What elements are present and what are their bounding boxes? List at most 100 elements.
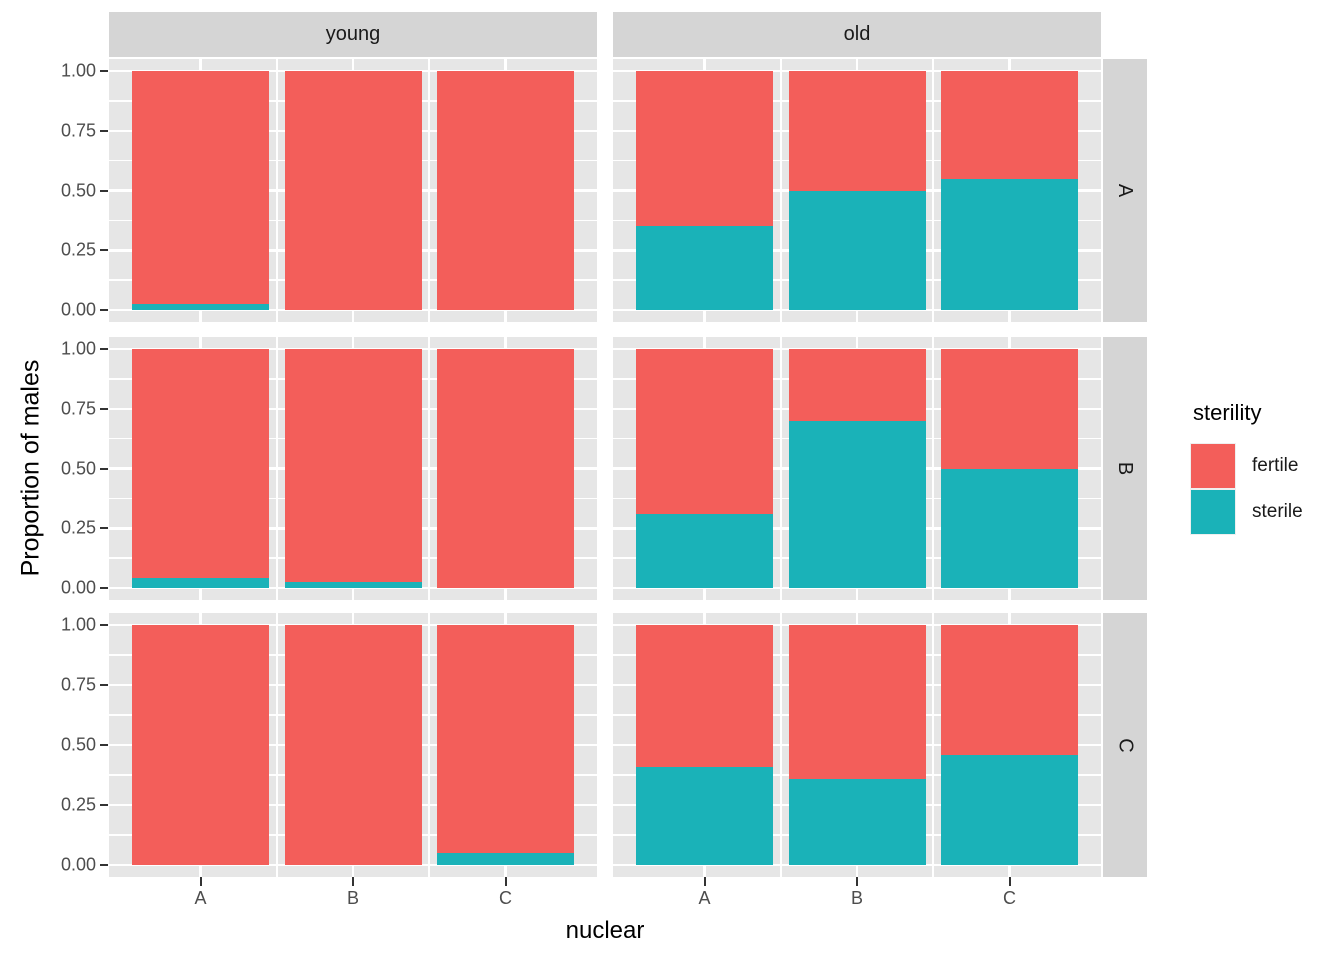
y-tick-mark [100, 348, 108, 350]
x-tick-mark [703, 877, 706, 886]
y-tick-mark [100, 587, 108, 589]
bar-segment-fertile [636, 349, 773, 514]
bar-segment-sterile [788, 420, 926, 588]
y-tick-mark [100, 70, 108, 72]
y-tick-mark [100, 804, 108, 806]
bar-young-A-B [284, 71, 422, 310]
y-tick-label: 0.25 [60, 239, 96, 260]
bar-segment-sterile [132, 578, 269, 588]
y-tick-label: 0.75 [60, 674, 96, 695]
bar-segment-fertile [788, 71, 926, 191]
x-tick-label: A [194, 888, 207, 908]
x-tick-label: B [850, 888, 864, 908]
y-tick-mark [100, 624, 108, 626]
y-tick-label: 1.00 [60, 614, 96, 635]
x-tick-mark [504, 877, 507, 886]
bar-young-B-C [437, 349, 574, 588]
bar-young-B-B [284, 349, 422, 588]
strip-right-label: C [1114, 737, 1137, 753]
panel-old-C [613, 613, 1101, 877]
panel-old-A [613, 59, 1101, 322]
bar-young-A-C [437, 71, 574, 310]
bar-old-C-C [941, 625, 1078, 865]
panel-young-C [109, 613, 597, 877]
y-tick-label: 0.00 [60, 577, 96, 598]
x-tick-label: B [346, 888, 360, 908]
y-axis-title: Proportion of males [16, 359, 45, 577]
bar-young-C-B [284, 625, 422, 865]
bar-segment-fertile [132, 349, 269, 579]
bar-segment-fertile [941, 349, 1078, 469]
bar-segment-fertile [636, 71, 773, 227]
y-tick-mark [100, 744, 108, 746]
y-tick-label: 0.75 [60, 120, 96, 141]
bar-old-B-C [941, 349, 1078, 588]
y-tick-mark [100, 864, 108, 866]
x-axis-title: nuclear [565, 917, 645, 944]
panel-young-B [109, 337, 597, 600]
bar-young-C-C [437, 625, 574, 865]
legend-label: sterile [1252, 501, 1303, 522]
panel-old-B [613, 337, 1101, 600]
y-tick-mark [100, 129, 108, 132]
bar-segment-sterile [941, 754, 1078, 865]
bar-segment-fertile [636, 625, 773, 767]
bar-old-B-A [636, 349, 773, 588]
bar-segment-sterile [132, 304, 269, 310]
bar-young-B-A [132, 349, 269, 588]
bar-segment-fertile [284, 625, 422, 865]
strip-top-label: young [325, 23, 381, 45]
strip-right-label: A [1114, 183, 1137, 198]
y-tick-label: 1.00 [60, 60, 96, 81]
h-gridline-major [109, 308, 597, 312]
bar-segment-sterile [941, 468, 1078, 588]
bar-segment-sterile [636, 513, 773, 588]
x-tick-mark [352, 877, 354, 886]
y-tick-mark [100, 467, 108, 470]
legend-items: fertile sterile [1190, 443, 1341, 535]
bar-old-A-C [941, 71, 1078, 310]
y-tick-mark [100, 309, 108, 311]
bar-segment-sterile [788, 190, 926, 310]
legend: sterility fertile sterile [1190, 400, 1341, 536]
bar-segment-sterile [284, 582, 422, 588]
bar-segment-fertile [284, 71, 422, 310]
bar-segment-fertile [132, 71, 269, 305]
y-tick-mark [100, 527, 108, 530]
y-tick-mark [100, 189, 108, 192]
y-tick-label: 0.25 [60, 794, 96, 815]
bar-young-A-A [132, 71, 269, 310]
h-gridline-major [109, 586, 597, 590]
y-tick-label: 0.25 [60, 517, 96, 538]
strip-right-label: B [1114, 461, 1137, 476]
x-tick-label: C [1003, 888, 1016, 908]
h-gridline-major [613, 308, 1101, 312]
bar-young-C-A [132, 625, 269, 865]
bar-segment-sterile [941, 178, 1078, 310]
legend-item-sterile: sterile [1190, 489, 1341, 535]
x-tick-label: C [499, 888, 512, 908]
y-tick-label: 0.50 [60, 458, 96, 478]
legend-title: sterility [1193, 400, 1262, 425]
h-gridline-major [613, 863, 1101, 867]
bar-old-C-B [788, 625, 926, 865]
x-tick-mark [1008, 877, 1011, 886]
bar-segment-fertile [284, 349, 422, 583]
y-tick-label: 0.00 [60, 854, 96, 875]
bar-segment-fertile [437, 349, 574, 588]
y-tick-label: 0.50 [60, 734, 96, 755]
x-tick-mark [199, 877, 202, 886]
legend-key-fertile [1190, 443, 1236, 489]
strip-top-young: young [109, 12, 597, 57]
h-gridline-major [613, 586, 1101, 590]
bar-segment-fertile [437, 71, 574, 310]
bar-segment-fertile [788, 349, 926, 421]
bar-old-B-B [788, 349, 926, 588]
strip-top-old: old [613, 12, 1101, 57]
bar-old-A-A [636, 71, 773, 310]
legend-item-fertile: fertile [1190, 443, 1341, 489]
panel-young-A [109, 59, 597, 322]
bar-old-A-B [788, 71, 926, 310]
bar-segment-fertile [941, 71, 1078, 179]
